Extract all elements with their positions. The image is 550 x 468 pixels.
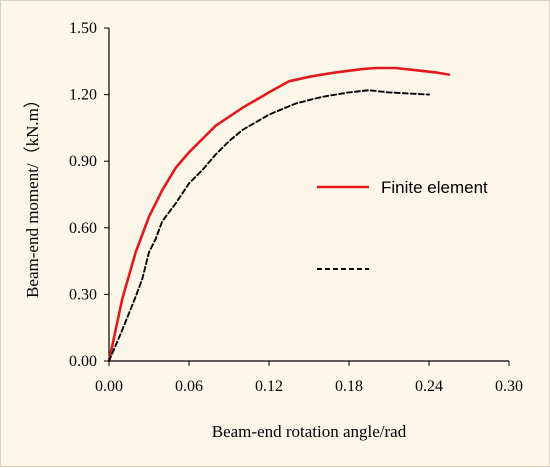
- y-tick-label: 1.50: [69, 20, 97, 37]
- legend-label: Finite element: [381, 178, 488, 197]
- y-tick-label: 0.60: [69, 220, 97, 237]
- y-tick-label: 0.00: [69, 353, 97, 370]
- series-line-dashed: [108, 89, 430, 362]
- x-tick-label: 0.06: [175, 378, 203, 395]
- x-tick-label: 0.12: [255, 378, 283, 395]
- axes: 0.00 0.06 0.12 0.18 0.24 0.30 0.00 0.30 0.60 0.90…: [69, 20, 523, 395]
- x-axis-title: Beam-end rotation angle/rad: [212, 422, 407, 441]
- x-tick-label: 0.00: [95, 378, 123, 395]
- x-tick-label: 0.18: [335, 378, 363, 395]
- y-axis-title: Beam-end moment/（kN.m）: [23, 91, 42, 298]
- y-tick-label: 0.30: [69, 286, 97, 303]
- y-tick-label: 0.90: [69, 153, 97, 170]
- legend: Finite element: [317, 178, 488, 270]
- x-tick-label: 0.30: [495, 378, 523, 395]
- series-line-finite-element: [107, 66, 451, 363]
- y-tick-label: 1.20: [69, 87, 97, 104]
- series-layer: [107, 66, 451, 363]
- x-tick-label: 0.24: [415, 378, 443, 395]
